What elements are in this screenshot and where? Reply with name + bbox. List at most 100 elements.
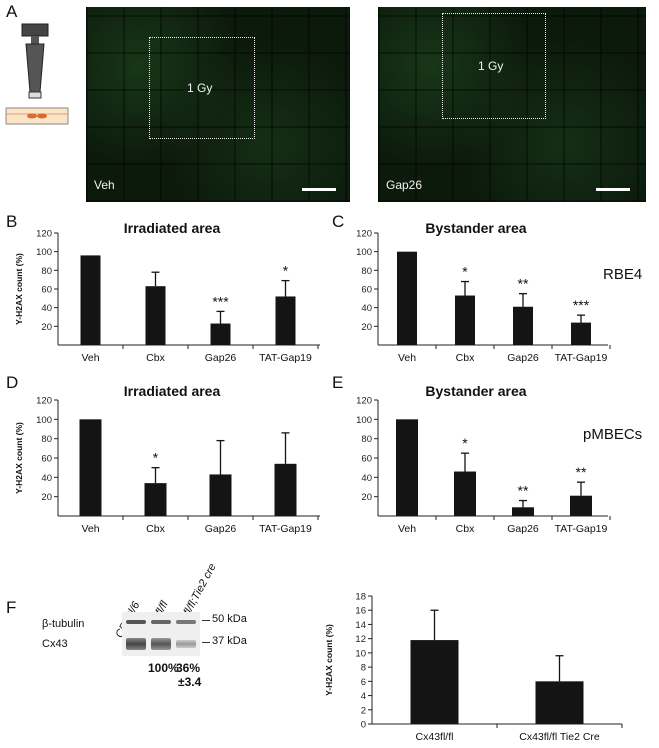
y-tick-label: 60 [361, 285, 372, 296]
y-tick-label: 40 [41, 473, 52, 484]
y-tick-label: 4 [361, 691, 366, 702]
row-label-cx43: Cx43 [42, 638, 68, 650]
bar [571, 322, 591, 345]
bar [397, 251, 417, 345]
x-category-label: Veh [81, 352, 99, 364]
irradiated-region-box [149, 37, 255, 139]
x-category-label: Gap26 [205, 352, 237, 364]
bar [209, 474, 232, 516]
y-tick-label: 20 [361, 492, 372, 503]
band-cx43-1 [126, 638, 146, 650]
significance-marker: *** [212, 293, 229, 309]
y-tick-label: 40 [361, 473, 372, 484]
western-blot: C57Bl/6 Cx43fl/fl Cx43fl/fl;Tie2 cre β-t… [42, 562, 270, 730]
y-tick-label: 6 [361, 677, 366, 688]
y-tick-label: 20 [41, 322, 52, 333]
band-cx43-2 [151, 638, 171, 650]
significance-marker: * [462, 435, 468, 451]
y-tick-label: 8 [361, 663, 366, 674]
y-axis-label: Y-H2AX count (%) [324, 624, 334, 696]
bar [396, 419, 418, 516]
x-category-label: Cbx [456, 352, 475, 364]
significance-marker: ** [518, 276, 529, 292]
y-tick-label: 20 [41, 492, 52, 503]
quant-value-1: 100% [148, 661, 179, 675]
panel-letter-e: E [332, 373, 344, 392]
significance-marker: ** [576, 464, 587, 480]
x-category-label: TAT-Gap19 [259, 523, 312, 535]
marker-tick-37 [202, 642, 210, 643]
irradiation-schematic [5, 23, 69, 125]
band-tubulin-1 [126, 620, 146, 624]
y-tick-label: 100 [36, 415, 52, 426]
condition-label: Gap26 [386, 178, 423, 192]
x-category-label: Cbx [456, 523, 475, 535]
irradiated-region-box [442, 13, 546, 119]
marker-tick-50 [202, 620, 210, 621]
micrograph-gap26: 1 Gy Gap26 [378, 7, 646, 202]
marker-label-50kda: 50 kDa [212, 613, 247, 625]
bar [512, 507, 534, 516]
chart-title: Irradiated area [124, 220, 221, 236]
y-tick-label: 120 [356, 396, 372, 407]
x-category-label: TAT-Gap19 [259, 352, 312, 364]
bar [145, 286, 166, 345]
blot-membrane [122, 612, 200, 656]
row-label-beta-tubulin: β-tubulin [42, 618, 85, 630]
chart-d-irradiated-pmbecs: 20 40 60 80 100 120 Veh * Cbx Gap26 TAT-Gap19 Irrad… [14, 383, 320, 535]
quant-value-2: 36% [176, 661, 201, 675]
band-cx43-3 [176, 640, 196, 648]
chart-title: Irradiated area [124, 383, 221, 399]
y-tick-label: 120 [356, 229, 372, 240]
y-tick-label: 100 [356, 415, 372, 426]
y-tick-label: 80 [41, 434, 52, 445]
scale-bar [596, 188, 630, 191]
x-category-label: Veh [81, 523, 99, 535]
y-tick-label: 120 [36, 396, 52, 407]
significance-marker: * [153, 450, 159, 466]
x-category-label: Cx43fl/fl [416, 731, 454, 743]
x-category-label: TAT-Gap19 [555, 352, 608, 364]
y-tick-label: 20 [361, 322, 372, 333]
panel-letter-c: C [332, 212, 345, 231]
cell-line-label-pmbecs: pMBECs [583, 426, 643, 443]
cell-line-label-rbe4: RBE4 [603, 266, 643, 283]
panel-letter-b: B [6, 212, 18, 231]
y-tick-label: 60 [41, 285, 52, 296]
condition-label: Veh [94, 178, 115, 192]
y-tick-label: 100 [356, 247, 372, 258]
y-tick-label: 14 [355, 620, 366, 631]
y-tick-label: 40 [41, 303, 52, 314]
x-category-label: Gap26 [507, 352, 539, 364]
micrograph-veh: 1 Gy Veh [86, 7, 350, 202]
y-tick-label: 12 [355, 634, 366, 645]
x-category-label: Cx43fl/fl Tie2 Cre [519, 731, 600, 743]
significance-marker: ** [518, 483, 529, 499]
scale-bar [302, 188, 336, 191]
x-category-label: Cbx [146, 352, 165, 364]
bar [210, 323, 231, 345]
dose-label: 1 Gy [478, 59, 504, 73]
chart-f-cx43-knockout: 0 2 4 6 8 10 12 14 16 18 Cx43fl/fl Cx43fl/fl Tie2 C… [324, 592, 623, 743]
y-tick-label: 60 [41, 454, 52, 465]
significance-marker: * [462, 264, 468, 280]
bar [570, 495, 592, 516]
x-category-label: Gap26 [205, 523, 237, 535]
y-axis-label: Y-H2AX count (%) [14, 253, 24, 325]
bar [80, 255, 101, 345]
y-tick-label: 80 [41, 266, 52, 277]
chart-title: Bystander area [425, 220, 526, 236]
x-category-label: Cbx [146, 523, 165, 535]
y-tick-label: 80 [361, 434, 372, 445]
panel-letter-d: D [6, 373, 19, 392]
panel-letter-f: F [6, 598, 17, 617]
dose-label: 1 Gy [187, 81, 213, 95]
y-tick-label: 80 [361, 266, 372, 277]
quant-error: ±3.4 [178, 675, 202, 689]
y-tick-label: 18 [355, 592, 366, 603]
significance-marker: *** [573, 297, 590, 313]
bar [454, 471, 476, 516]
y-tick-label: 120 [36, 229, 52, 240]
significance-marker: * [283, 263, 289, 279]
bar [410, 640, 459, 724]
